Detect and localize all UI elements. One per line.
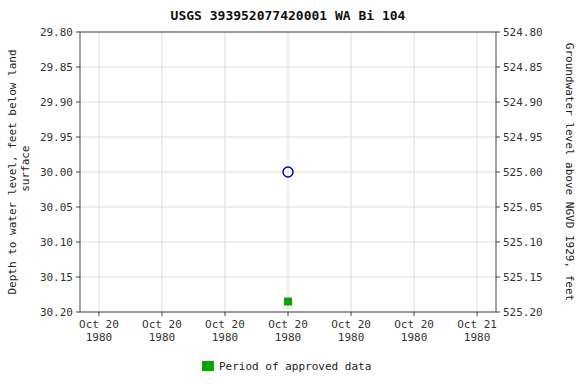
y2-axis-label: Groundwater level above NGVD 1929, feet [563,43,576,301]
y2-tick [496,137,500,138]
y-axis-label: Depth to water level, feet below land su… [6,49,32,294]
y2-tick-label: 524.85 [503,61,543,74]
y-tick [76,277,80,278]
y2-tick [496,32,500,33]
x-tick-label: Oct 211980 [457,318,497,344]
y-tick-label: 29.95 [40,131,73,144]
y2-tick [496,67,500,68]
y2-tick [496,102,500,103]
y-tick-label: 30.15 [40,271,73,284]
x-tick [288,312,289,316]
y-tick-label: 29.85 [40,61,73,74]
y-tick [76,32,80,33]
x-tick [224,312,225,316]
legend-label: Period of approved data [219,360,371,373]
y2-tick-label: 524.95 [503,131,543,144]
y2-tick-label: 525.15 [503,271,543,284]
open-circle-point [283,167,293,177]
y2-tick-label: 524.80 [503,26,543,39]
y-grid-line [80,137,496,138]
y-tick-label: 29.90 [40,96,73,109]
y2-tick-label: 525.20 [503,306,543,319]
y-tick [76,242,80,243]
plot-frame [80,32,496,312]
x-tick [351,312,352,316]
y-tick [76,312,80,313]
y-grid-line [80,277,496,278]
x-tick-label: Oct 201980 [268,318,308,344]
y-tick [76,172,80,173]
y2-tick-label: 525.05 [503,201,543,214]
legend-swatch [202,361,214,371]
x-tick-label: Oct 201980 [79,318,119,344]
y2-tick [496,312,500,313]
y-grid-line [80,172,496,173]
title: USGS 393952077420001 WA Bi 104 [171,8,406,23]
x-tick-label: Oct 201980 [205,318,245,344]
x-tick-label: Oct 201980 [331,318,371,344]
y2-tick [496,242,500,243]
x-tick [414,312,415,316]
y2-tick [496,207,500,208]
y-grid-line [80,67,496,68]
grid [80,32,496,312]
y-tick-label: 30.00 [40,166,73,179]
chart: Oct 201980 Oct 201980 Oct 201980 Oct 201980… [0,0,576,384]
x-tick [477,312,478,316]
x-axis: Oct 201980 Oct 201980 Oct 201980 Oct 201980… [79,312,497,344]
y2-tick-label: 524.90 [503,96,543,109]
y-tick [76,207,80,208]
x-tick-label: Oct 201980 [394,318,434,344]
y-tick-label: 30.05 [40,201,73,214]
y-grid-line [80,102,496,103]
y2-tick [496,172,500,173]
y2-tick [496,277,500,278]
y-tick [76,137,80,138]
legend: Period of approved data [202,360,371,373]
points [283,167,293,305]
x-tick-label: Oct 201980 [142,318,182,344]
square-point [285,298,292,305]
y2-tick-label: 525.10 [503,236,543,249]
y-axis: 29.80 29.85 29.90 29.95 30.00 30.05 30.10 30.15… [40,26,80,319]
y2-axis: 525.20 525.15 525.10 525.05 525.00 524.95 524.… [496,26,543,319]
y-tick-label: 30.20 [40,306,73,319]
y-tick-label: 30.10 [40,236,73,249]
y2-tick-label: 525.00 [503,166,543,179]
y-grid-line [80,242,496,243]
y-tick [76,102,80,103]
y-tick [76,67,80,68]
x-tick [98,312,99,316]
y-grid-line [80,207,496,208]
x-tick [161,312,162,316]
y-tick-label: 29.80 [40,26,73,39]
